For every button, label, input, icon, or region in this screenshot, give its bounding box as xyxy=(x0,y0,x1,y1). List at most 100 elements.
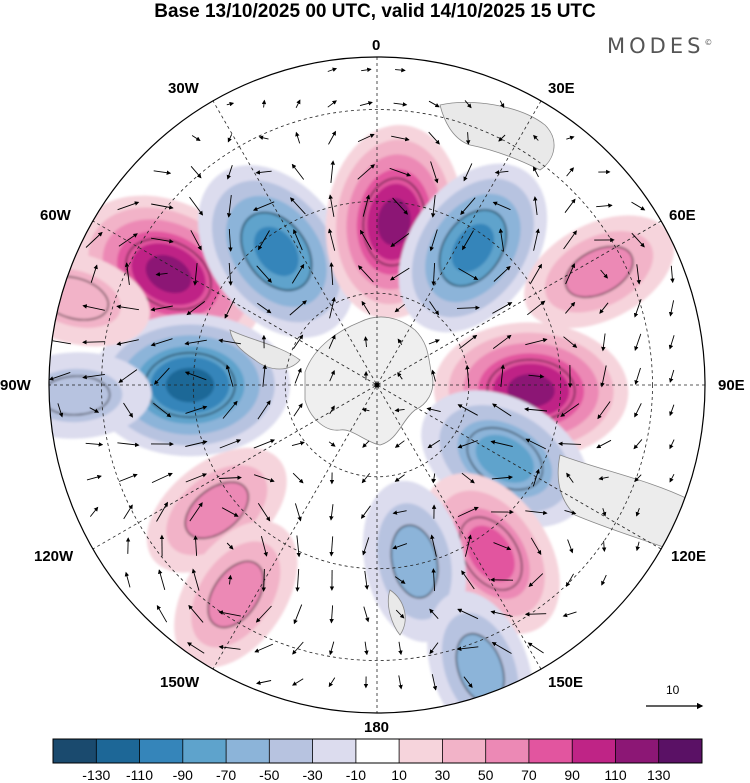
wind-arrow xyxy=(527,642,544,654)
wind-arrow xyxy=(460,197,476,215)
wind-arrow xyxy=(596,203,613,208)
wind-arrow xyxy=(328,677,336,688)
wind-arrow xyxy=(85,442,104,447)
wind-arrow xyxy=(390,233,410,248)
wind-arrow xyxy=(89,506,99,517)
wind-arrow xyxy=(395,609,405,619)
anomaly-contour xyxy=(165,367,215,403)
wind-arrow xyxy=(253,474,275,483)
wind-arrow xyxy=(361,407,370,413)
wind-arrow xyxy=(530,537,542,555)
wind-arrow xyxy=(564,509,577,515)
meridian-line xyxy=(92,220,662,550)
colorbar-swatch xyxy=(355,739,400,763)
wind-arrow xyxy=(669,404,675,417)
wind-arrow xyxy=(461,570,475,590)
wind-arrow xyxy=(669,369,675,383)
wind-arrow xyxy=(193,263,198,286)
wind-arrow xyxy=(428,339,440,345)
wind-arrow xyxy=(465,364,470,387)
wind-arrow xyxy=(566,135,575,141)
wind-arrow xyxy=(389,267,410,281)
streamline-loop xyxy=(207,560,265,628)
wind-arrow xyxy=(156,501,168,522)
wind-arrow xyxy=(226,542,234,550)
wind-arrow xyxy=(328,194,335,217)
wind-arrow xyxy=(293,403,303,417)
wind-arrow xyxy=(635,508,640,517)
australia-edge xyxy=(557,454,701,561)
reference-vector-value: 10 xyxy=(666,683,680,697)
wind-arrow xyxy=(155,272,168,277)
wind-arrow xyxy=(185,440,208,447)
wind-arrow xyxy=(185,473,208,483)
wind-arrow xyxy=(156,605,168,623)
pole-marker xyxy=(374,382,380,388)
wind-arrow xyxy=(363,606,370,623)
wind-arrow xyxy=(222,400,238,419)
wind-arrow xyxy=(256,265,272,283)
wind-arrow xyxy=(189,502,203,522)
colorbar-swatch xyxy=(139,739,184,763)
lon-label-90e: 90E xyxy=(718,377,745,394)
wind-arrow xyxy=(226,195,232,218)
wind-arrow xyxy=(500,364,505,387)
wind-arrow xyxy=(634,474,642,482)
wind-arrow xyxy=(82,339,106,345)
wind-arrow xyxy=(558,441,582,446)
wind-arrow xyxy=(329,296,336,319)
wind-arrow xyxy=(184,339,207,346)
wind-arrow xyxy=(262,364,267,387)
wind-arrow xyxy=(329,369,335,382)
wind-arrow xyxy=(429,301,440,316)
wind-arrow xyxy=(257,302,272,314)
wind-arrow xyxy=(118,233,138,247)
wind-arrow xyxy=(190,166,202,179)
wind-arrow xyxy=(294,367,302,384)
wind-arrow xyxy=(533,166,539,178)
wind-arrow xyxy=(430,195,436,218)
wind-arrow xyxy=(564,198,576,213)
wind-arrow xyxy=(360,505,371,519)
wind-arrow xyxy=(598,476,609,481)
wind-arrow xyxy=(394,576,406,584)
wind-arrow xyxy=(258,230,270,251)
wind-arrow xyxy=(533,196,538,216)
wind-arrow xyxy=(601,540,607,552)
wind-arrow xyxy=(631,232,645,248)
wind-arrow xyxy=(492,201,511,211)
anomaly-contour xyxy=(185,482,248,538)
wind-arrow xyxy=(219,439,242,449)
brand-text: MODES xyxy=(607,34,705,58)
wind-arrow xyxy=(398,641,403,656)
colorbar-swatch xyxy=(485,739,530,763)
colorbar-label: -70 xyxy=(215,767,237,783)
wind-arrow xyxy=(82,373,105,380)
wind-arrow xyxy=(89,407,100,413)
wind-arrow xyxy=(85,231,103,248)
wind-arrow xyxy=(636,264,641,285)
wind-arrow xyxy=(187,642,205,654)
wind-arrow xyxy=(524,611,547,617)
wind-arrow xyxy=(430,161,439,184)
wind-arrow xyxy=(393,102,408,107)
wind-arrow xyxy=(361,300,371,315)
wind-arrow xyxy=(600,269,608,279)
colorbar-label: 50 xyxy=(477,767,494,783)
anomaly-contour xyxy=(507,373,555,407)
wind-arrow xyxy=(329,504,334,521)
wind-arrow xyxy=(359,101,373,107)
wind-arrow xyxy=(253,439,276,449)
colorbar-swatch xyxy=(182,739,227,763)
wind-arrow xyxy=(218,475,242,480)
colorbar-swatch xyxy=(96,739,140,763)
wind-arrow xyxy=(601,508,607,517)
wind-arrow xyxy=(394,407,405,413)
wind-arrow xyxy=(428,131,440,145)
wind-arrow xyxy=(457,506,479,518)
wind-arrow xyxy=(293,604,303,625)
wind-arrow xyxy=(429,229,438,252)
map-disc xyxy=(49,57,705,713)
wind-arrow xyxy=(150,305,173,312)
wind-arrow xyxy=(191,568,200,591)
